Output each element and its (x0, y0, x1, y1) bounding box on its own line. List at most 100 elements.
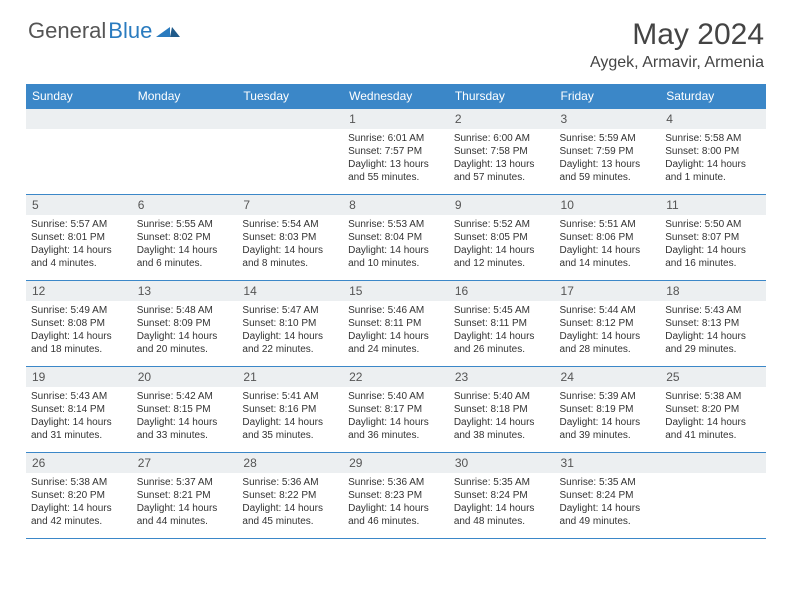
day-data: Sunrise: 5:43 AMSunset: 8:13 PMDaylight:… (660, 301, 766, 360)
week-row: 5Sunrise: 5:57 AMSunset: 8:01 PMDaylight… (26, 195, 766, 281)
sunrise-line: Sunrise: 5:44 AM (560, 304, 656, 317)
day-number: 25 (660, 367, 766, 387)
day-number: 1 (343, 109, 449, 129)
daylight-line: Daylight: 14 hours and 31 minutes. (31, 416, 127, 442)
day-data: Sunrise: 5:54 AMSunset: 8:03 PMDaylight:… (237, 215, 343, 274)
day-number: 26 (26, 453, 132, 473)
day-header: Wednesday (343, 84, 449, 109)
sunrise-line: Sunrise: 5:40 AM (348, 390, 444, 403)
day-data: Sunrise: 5:40 AMSunset: 8:17 PMDaylight:… (343, 387, 449, 446)
sunset-line: Sunset: 8:12 PM (560, 317, 656, 330)
sunset-line: Sunset: 8:18 PM (454, 403, 550, 416)
sunset-line: Sunset: 7:58 PM (454, 145, 550, 158)
day-cell: 26Sunrise: 5:38 AMSunset: 8:20 PMDayligh… (26, 453, 132, 539)
day-number: 7 (237, 195, 343, 215)
day-data: Sunrise: 5:50 AMSunset: 8:07 PMDaylight:… (660, 215, 766, 274)
day-cell: 25Sunrise: 5:38 AMSunset: 8:20 PMDayligh… (660, 367, 766, 453)
sunrise-line: Sunrise: 5:43 AM (665, 304, 761, 317)
day-number: 8 (343, 195, 449, 215)
sunset-line: Sunset: 8:01 PM (31, 231, 127, 244)
day-number: 17 (555, 281, 661, 301)
title-block: May 2024 Aygek, Armavir, Armenia (590, 18, 764, 72)
day-number: 28 (237, 453, 343, 473)
sunrise-line: Sunrise: 5:36 AM (242, 476, 338, 489)
sunset-line: Sunset: 7:57 PM (348, 145, 444, 158)
day-number: 14 (237, 281, 343, 301)
day-data: Sunrise: 5:40 AMSunset: 8:18 PMDaylight:… (449, 387, 555, 446)
daylight-line: Daylight: 14 hours and 14 minutes. (560, 244, 656, 270)
page-subtitle: Aygek, Armavir, Armenia (590, 54, 764, 72)
day-cell: 16Sunrise: 5:45 AMSunset: 8:11 PMDayligh… (449, 281, 555, 367)
day-cell: 7Sunrise: 5:54 AMSunset: 8:03 PMDaylight… (237, 195, 343, 281)
sunrise-line: Sunrise: 5:37 AM (137, 476, 233, 489)
day-data: Sunrise: 5:36 AMSunset: 8:22 PMDaylight:… (237, 473, 343, 532)
day-cell (132, 109, 238, 195)
day-cell: 30Sunrise: 5:35 AMSunset: 8:24 PMDayligh… (449, 453, 555, 539)
sunrise-line: Sunrise: 5:39 AM (560, 390, 656, 403)
page-title: May 2024 (590, 18, 764, 52)
sunrise-line: Sunrise: 5:52 AM (454, 218, 550, 231)
sunset-line: Sunset: 8:07 PM (665, 231, 761, 244)
day-number: 9 (449, 195, 555, 215)
sunrise-line: Sunrise: 5:42 AM (137, 390, 233, 403)
sunset-line: Sunset: 8:10 PM (242, 317, 338, 330)
daylight-line: Daylight: 13 hours and 57 minutes. (454, 158, 550, 184)
empty-day-number (26, 109, 132, 129)
day-number: 3 (555, 109, 661, 129)
daylight-line: Daylight: 14 hours and 20 minutes. (137, 330, 233, 356)
day-data: Sunrise: 5:45 AMSunset: 8:11 PMDaylight:… (449, 301, 555, 360)
day-number: 27 (132, 453, 238, 473)
day-data: Sunrise: 5:55 AMSunset: 8:02 PMDaylight:… (132, 215, 238, 274)
day-cell: 18Sunrise: 5:43 AMSunset: 8:13 PMDayligh… (660, 281, 766, 367)
day-cell: 12Sunrise: 5:49 AMSunset: 8:08 PMDayligh… (26, 281, 132, 367)
day-number: 6 (132, 195, 238, 215)
day-cell: 29Sunrise: 5:36 AMSunset: 8:23 PMDayligh… (343, 453, 449, 539)
day-data: Sunrise: 5:57 AMSunset: 8:01 PMDaylight:… (26, 215, 132, 274)
sunset-line: Sunset: 8:20 PM (31, 489, 127, 502)
sunset-line: Sunset: 8:20 PM (665, 403, 761, 416)
sunrise-line: Sunrise: 5:41 AM (242, 390, 338, 403)
sunrise-line: Sunrise: 5:55 AM (137, 218, 233, 231)
week-row: 19Sunrise: 5:43 AMSunset: 8:14 PMDayligh… (26, 367, 766, 453)
sunrise-line: Sunrise: 6:00 AM (454, 132, 550, 145)
day-data: Sunrise: 5:46 AMSunset: 8:11 PMDaylight:… (343, 301, 449, 360)
daylight-line: Daylight: 14 hours and 6 minutes. (137, 244, 233, 270)
daylight-line: Daylight: 14 hours and 26 minutes. (454, 330, 550, 356)
daylight-line: Daylight: 14 hours and 4 minutes. (31, 244, 127, 270)
sunrise-line: Sunrise: 5:54 AM (242, 218, 338, 231)
daylight-line: Daylight: 14 hours and 42 minutes. (31, 502, 127, 528)
sunset-line: Sunset: 8:22 PM (242, 489, 338, 502)
sunrise-line: Sunrise: 5:47 AM (242, 304, 338, 317)
sunrise-line: Sunrise: 6:01 AM (348, 132, 444, 145)
daylight-line: Daylight: 14 hours and 36 minutes. (348, 416, 444, 442)
day-number: 15 (343, 281, 449, 301)
day-data: Sunrise: 5:35 AMSunset: 8:24 PMDaylight:… (555, 473, 661, 532)
day-data: Sunrise: 6:00 AMSunset: 7:58 PMDaylight:… (449, 129, 555, 188)
sunrise-line: Sunrise: 5:38 AM (665, 390, 761, 403)
sunrise-line: Sunrise: 5:53 AM (348, 218, 444, 231)
daylight-line: Daylight: 13 hours and 55 minutes. (348, 158, 444, 184)
sunset-line: Sunset: 8:00 PM (665, 145, 761, 158)
day-number: 18 (660, 281, 766, 301)
daylight-line: Daylight: 14 hours and 45 minutes. (242, 502, 338, 528)
week-row: 26Sunrise: 5:38 AMSunset: 8:20 PMDayligh… (26, 453, 766, 539)
day-cell: 22Sunrise: 5:40 AMSunset: 8:17 PMDayligh… (343, 367, 449, 453)
week-row: 1Sunrise: 6:01 AMSunset: 7:57 PMDaylight… (26, 109, 766, 195)
empty-day-number (660, 453, 766, 473)
daylight-line: Daylight: 14 hours and 24 minutes. (348, 330, 444, 356)
logo: GeneralBlue (28, 18, 180, 44)
day-data: Sunrise: 5:48 AMSunset: 8:09 PMDaylight:… (132, 301, 238, 360)
day-data: Sunrise: 6:01 AMSunset: 7:57 PMDaylight:… (343, 129, 449, 188)
sunrise-line: Sunrise: 5:58 AM (665, 132, 761, 145)
logo-text-blue: Blue (108, 18, 152, 44)
day-number: 13 (132, 281, 238, 301)
day-cell: 13Sunrise: 5:48 AMSunset: 8:09 PMDayligh… (132, 281, 238, 367)
day-number: 31 (555, 453, 661, 473)
day-number: 20 (132, 367, 238, 387)
sunset-line: Sunset: 8:24 PM (560, 489, 656, 502)
day-data: Sunrise: 5:35 AMSunset: 8:24 PMDaylight:… (449, 473, 555, 532)
day-number: 22 (343, 367, 449, 387)
daylight-line: Daylight: 14 hours and 33 minutes. (137, 416, 233, 442)
day-data: Sunrise: 5:49 AMSunset: 8:08 PMDaylight:… (26, 301, 132, 360)
day-header: Thursday (449, 84, 555, 109)
